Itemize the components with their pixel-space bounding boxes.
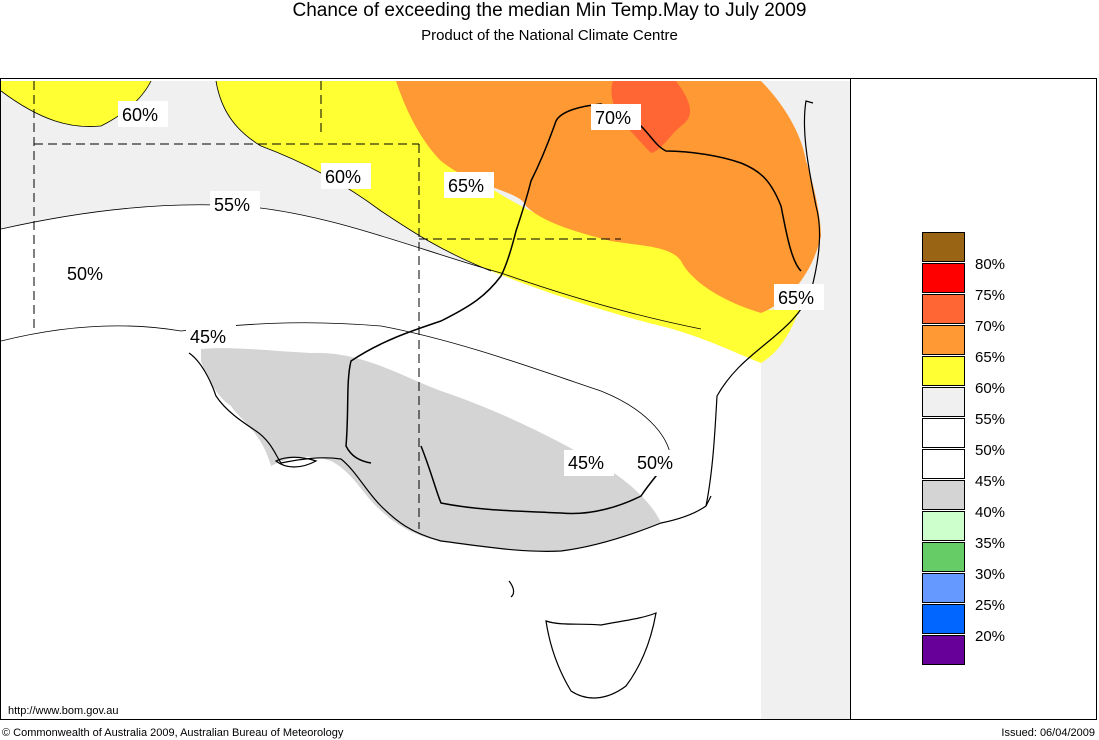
legend-label: 75% — [975, 287, 1006, 304]
contour-label-60-nw: 60% — [122, 105, 158, 125]
legend-label: 45% — [975, 473, 1006, 490]
contour-label-50-east: 50% — [637, 453, 673, 473]
legend-swatch — [922, 480, 965, 510]
state-borders — [33, 81, 621, 529]
zone-60 — [216, 81, 801, 363]
legend-label: 50% — [975, 442, 1006, 459]
legend-divider — [850, 78, 851, 720]
legend-label: 80% — [975, 256, 1006, 273]
legend-label: 35% — [975, 535, 1006, 552]
legend-swatch — [922, 542, 965, 572]
issued-date: Issued: 06/04/2009 — [1001, 727, 1095, 739]
contour-label-45-vic: 45% — [568, 453, 604, 473]
legend-label: 55% — [975, 411, 1006, 428]
contour-label-group: 60% 60% 55% 50% 45% 65% 70% 65% 45% 50% — [63, 101, 824, 476]
map-subtitle: Product of the National Climate Centre — [421, 27, 678, 44]
legend-swatch — [922, 325, 965, 355]
legend-swatch — [922, 418, 965, 448]
legend-label: 65% — [975, 349, 1006, 366]
map-svg: 60% 60% 55% 50% 45% 65% 70% 65% 45% 50% — [1, 80, 851, 719]
legend-swatch — [922, 263, 965, 293]
contour-label-55: 55% — [214, 195, 250, 215]
zone-60-nw — [1, 81, 151, 127]
zone-65 — [396, 81, 821, 313]
legend-swatch — [922, 449, 965, 479]
coastline — [188, 100, 821, 699]
legend-swatch — [922, 294, 965, 324]
contour-label-60-central: 60% — [325, 167, 361, 187]
legend-label: 20% — [975, 628, 1006, 645]
legend-swatch — [922, 511, 965, 541]
legend-label: 70% — [975, 318, 1006, 335]
contour-label-45-west: 45% — [190, 327, 226, 347]
map-frame: 60% 60% 55% 50% 45% 65% 70% 65% 45% 50% — [0, 78, 1097, 720]
legend-swatch — [922, 232, 965, 262]
legend-swatch — [922, 387, 965, 417]
legend-swatch — [922, 356, 965, 386]
map-title: Chance of exceeding the median Min Temp.… — [292, 0, 807, 21]
zone-45 — [201, 348, 661, 552]
legend-swatch — [922, 573, 965, 603]
contour-label-70: 70% — [595, 108, 631, 128]
legend-swatch — [922, 604, 965, 634]
legend-label: 25% — [975, 597, 1006, 614]
contour-label-50-west: 50% — [67, 264, 103, 284]
zone-70 — [611, 81, 691, 153]
source-url: http://www.bom.gov.au — [8, 705, 119, 717]
legend-label: 30% — [975, 566, 1006, 583]
legend-swatch — [922, 635, 965, 665]
legend-label: 40% — [975, 504, 1006, 521]
copyright-text: © Commonwealth of Australia 2009, Austra… — [2, 727, 344, 739]
contour-label-65-central: 65% — [448, 176, 484, 196]
contour-label-65-east: 65% — [778, 288, 814, 308]
legend-label: 60% — [975, 380, 1006, 397]
